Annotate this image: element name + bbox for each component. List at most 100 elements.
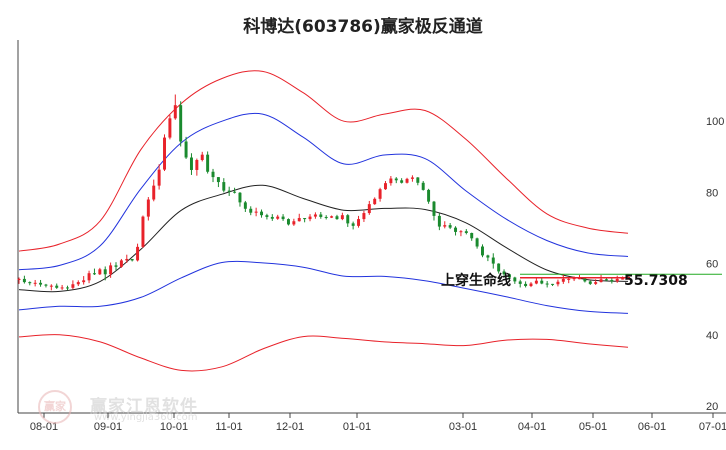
candle-body xyxy=(265,215,269,217)
candle-body xyxy=(599,279,603,283)
candle-body xyxy=(44,284,48,286)
band-line-lower-inner xyxy=(18,260,629,314)
candle-body xyxy=(28,282,32,284)
candle-body xyxy=(362,213,366,220)
candle-body xyxy=(319,214,323,217)
x-tick-label: 11-01 xyxy=(215,421,242,433)
candle-body xyxy=(405,178,409,183)
candle-body xyxy=(475,238,479,247)
candle-body xyxy=(572,278,576,280)
candle-body xyxy=(497,263,501,272)
x-tick-label: 08-01 xyxy=(30,421,58,433)
candle-body xyxy=(297,218,301,222)
candle-body xyxy=(545,283,549,285)
candle-body xyxy=(561,278,565,282)
candle-body xyxy=(39,282,43,285)
candle-body xyxy=(157,169,161,186)
candle-body xyxy=(594,282,598,284)
candle-body xyxy=(335,216,339,220)
x-tick-label: 03-01 xyxy=(449,421,477,433)
candle-body xyxy=(383,183,387,190)
candle-body xyxy=(464,231,468,233)
candle-body xyxy=(87,273,91,281)
candle-body xyxy=(206,154,210,172)
candle-body xyxy=(179,105,183,142)
candle-body xyxy=(136,246,140,261)
candle-body xyxy=(103,269,107,275)
chart-title: 科博达(603786)赢家极反通道 xyxy=(243,17,483,37)
candle-body xyxy=(55,285,59,288)
candle-body xyxy=(540,280,544,284)
candle-body xyxy=(556,281,560,285)
candle-body xyxy=(82,280,86,283)
candle-body xyxy=(22,278,26,283)
annotation-value: 55.7308 xyxy=(624,273,688,289)
candle-body xyxy=(518,281,522,284)
candle-body xyxy=(416,177,420,183)
candle-body xyxy=(308,216,312,220)
candle-body xyxy=(507,274,511,278)
candle-body xyxy=(421,182,425,190)
candle-body xyxy=(578,278,581,280)
x-tick-label: 10-01 xyxy=(160,421,188,433)
candle-body xyxy=(400,180,404,183)
candle-body xyxy=(491,257,495,264)
candle-body xyxy=(211,171,215,178)
candle-body xyxy=(200,154,204,161)
candle-body xyxy=(114,265,118,267)
candle-body xyxy=(292,221,296,225)
candle-body xyxy=(76,282,80,285)
band-line-middle xyxy=(18,184,629,293)
y-tick-label: 20 xyxy=(706,401,718,413)
candle-body xyxy=(92,273,96,275)
watermark-logo-icon: 赢家 xyxy=(38,390,72,424)
candle-body xyxy=(454,227,458,232)
annotation-label: 上穿生命线 xyxy=(441,272,511,289)
candle-body xyxy=(71,284,75,288)
watermark-url: www.yingjia360.com xyxy=(94,412,198,423)
candle-body xyxy=(610,279,614,282)
candle-body xyxy=(621,278,625,280)
candle-body xyxy=(351,223,355,226)
candle-body xyxy=(588,281,592,284)
candle-body xyxy=(604,279,608,281)
candle-body xyxy=(502,271,506,275)
candle-body xyxy=(346,215,350,224)
candle-body xyxy=(286,219,290,225)
candle-body xyxy=(389,178,393,184)
candle-body xyxy=(481,246,484,256)
candle-body xyxy=(98,269,102,275)
candle-body xyxy=(367,204,371,214)
x-tick-label: 04-01 xyxy=(518,421,546,433)
candle-body xyxy=(109,265,113,275)
candle-body xyxy=(443,225,447,227)
candle-body xyxy=(260,211,264,216)
candle-body xyxy=(330,216,334,218)
candle-body xyxy=(66,287,69,289)
band-line-lower-outer xyxy=(18,334,629,372)
candle-body xyxy=(281,216,285,220)
candle-body xyxy=(373,198,377,205)
candle-body xyxy=(486,255,490,258)
x-tick-label: 01-01 xyxy=(343,421,371,433)
candle-body xyxy=(551,283,555,285)
candle-body xyxy=(216,177,220,183)
candle-body xyxy=(152,185,156,200)
candle-body xyxy=(222,182,226,191)
candle-body xyxy=(524,283,528,287)
candle-body xyxy=(33,282,37,284)
candle-body xyxy=(125,258,129,261)
candle-body xyxy=(303,218,307,220)
candle-body xyxy=(249,208,253,213)
candle-body xyxy=(427,189,431,202)
x-tick-label: 06-01 xyxy=(638,421,666,433)
candle-body xyxy=(173,105,177,119)
candle-body xyxy=(394,178,398,181)
y-tick-label: 60 xyxy=(706,259,718,271)
candle-body xyxy=(513,277,517,282)
y-tick-label: 100 xyxy=(706,116,724,128)
candle-body xyxy=(529,283,533,287)
candle-body xyxy=(357,219,361,226)
candle-body xyxy=(437,215,441,227)
